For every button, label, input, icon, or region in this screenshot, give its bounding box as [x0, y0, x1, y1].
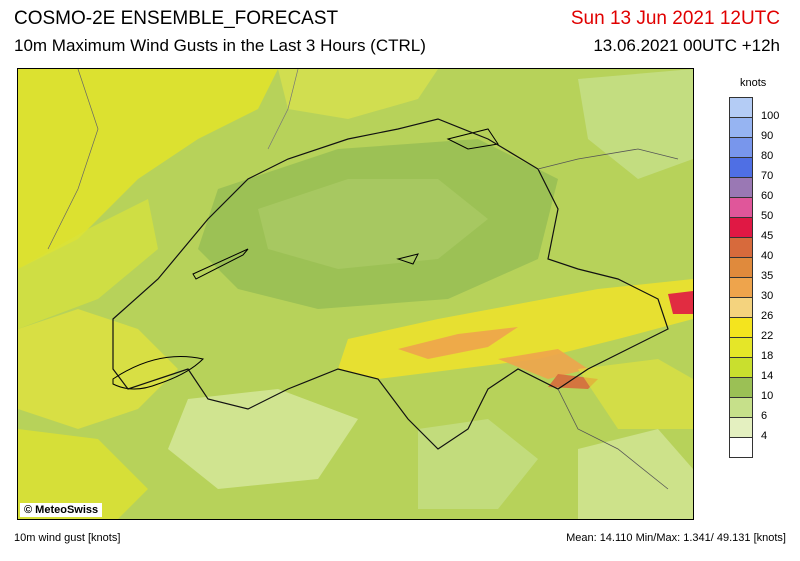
wind-gust-map: © MeteoSwiss [17, 68, 694, 520]
variable-label: 10m wind gust [knots] [14, 532, 121, 544]
legend-swatch [729, 297, 753, 318]
legend-swatch [729, 377, 753, 398]
legend-label: 90 [761, 130, 774, 142]
legend-swatch [729, 237, 753, 258]
legend-label: 50 [761, 210, 774, 222]
legend-class: 50 [729, 197, 773, 222]
legend-swatch [729, 117, 753, 138]
color-legend: 100 90 80 70 60 50 45 40 35 30 26 22 18 14 10 6 4 [729, 97, 779, 458]
legend-label: 30 [761, 290, 774, 302]
legend-swatch [729, 217, 753, 238]
legend-label: 40 [761, 250, 774, 262]
legend-label: 60 [761, 190, 774, 202]
legend-swatch [729, 197, 753, 218]
legend-class: 14 [729, 357, 773, 382]
legend-label: 70 [761, 170, 774, 182]
legend-swatch [729, 97, 753, 118]
legend-class: 18 [729, 337, 773, 362]
legend-swatch [729, 137, 753, 158]
legend-class: 35 [729, 257, 773, 282]
legend-label: 100 [761, 110, 780, 122]
run-time: 13.06.2021 00UTC +12h [593, 36, 780, 55]
map-title: COSMO-2E ENSEMBLE_FORECAST [14, 8, 339, 29]
legend-swatch [729, 277, 753, 298]
legend-label: 35 [761, 270, 774, 282]
statistics-label: Mean: 14.110 Min/Max: 1.341/ 49.131 [kno… [566, 532, 786, 544]
legend-class: 90 [729, 117, 773, 142]
legend-class: 70 [729, 157, 773, 182]
legend-units: knots [740, 77, 767, 89]
legend-swatch [729, 177, 753, 198]
legend-swatch [729, 437, 753, 458]
legend-class: 22 [729, 317, 773, 342]
legend-swatch [729, 357, 753, 378]
legend-label: 6 [761, 410, 768, 422]
legend-class: 45 [729, 217, 773, 242]
legend-label: 80 [761, 150, 774, 162]
copyright-label: © MeteoSwiss [20, 503, 103, 517]
legend-label: 22 [761, 330, 774, 342]
legend-class: 40 [729, 237, 773, 262]
legend-class [729, 437, 753, 458]
legend-swatch [729, 257, 753, 278]
legend-class: 26 [729, 297, 773, 322]
legend-class: 100 [729, 97, 779, 122]
legend-swatch [729, 157, 753, 178]
legend-class: 30 [729, 277, 773, 302]
valid-time: Sun 13 Jun 2021 12UTC [570, 8, 780, 29]
legend-class: 4 [729, 417, 767, 442]
legend-class: 60 [729, 177, 773, 202]
legend-class: 6 [729, 397, 767, 422]
legend-swatch [729, 337, 753, 358]
map-subtitle: 10m Maximum Wind Gusts in the Last 3 Hou… [14, 36, 426, 55]
legend-swatch [729, 317, 753, 338]
legend-class: 80 [729, 137, 773, 162]
legend-label: 18 [761, 350, 774, 362]
legend-label: 26 [761, 310, 774, 322]
legend-swatch [729, 397, 753, 418]
legend-class: 10 [729, 377, 773, 402]
legend-label: 4 [761, 430, 768, 442]
map-canvas [18, 69, 693, 519]
legend-swatch [729, 417, 753, 438]
legend-label: 45 [761, 230, 774, 242]
legend-label: 10 [761, 390, 774, 402]
legend-label: 14 [761, 370, 774, 382]
